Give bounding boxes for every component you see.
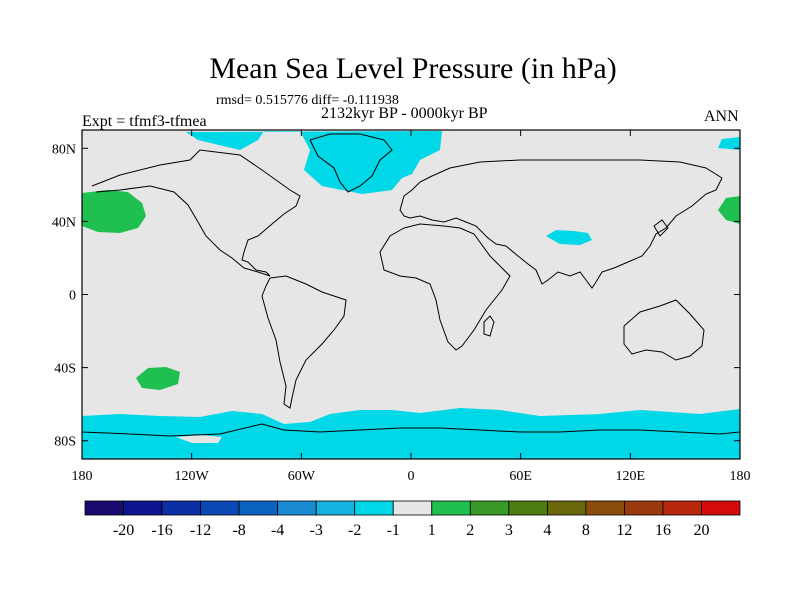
region-north-pacific-east <box>718 196 740 224</box>
colorbar-label: -4 <box>271 522 284 539</box>
map-axes: 80N 40N 0 40S 80S 180 120W 60W 0 60E 120E 180 <box>52 130 751 484</box>
colorbar-label: -3 <box>310 522 323 539</box>
colorbar-swatch <box>585 500 625 516</box>
coastlines <box>82 133 740 437</box>
colorbar-swatch <box>469 500 510 516</box>
lon-tick-label: 180 <box>72 469 93 484</box>
colorbar-label: -20 <box>113 522 134 539</box>
lat-tick-label: 40N <box>52 215 76 230</box>
coast-africa <box>379 223 511 351</box>
coast-antarctica <box>82 423 740 437</box>
lon-tick-label: 180 <box>730 469 751 484</box>
lon-tick-label: 120W <box>175 469 210 484</box>
map-title: Mean Sea Level Pressure (in hPa) <box>209 52 617 85</box>
coast-greenland <box>309 133 393 193</box>
stats-label: rmsd= 0.515776 diff= -0.111938 <box>216 93 399 108</box>
region-bering <box>718 137 740 150</box>
colorbar-label: -2 <box>348 522 361 539</box>
region-southern-ocean <box>82 408 740 459</box>
coast-australia <box>623 299 705 361</box>
colorbar-label: 16 <box>655 522 671 539</box>
colorbar-swatch <box>84 500 124 516</box>
colorbar-swatch <box>508 500 548 516</box>
colorbar-label: -16 <box>151 522 172 539</box>
colorbar-swatch <box>277 500 317 516</box>
coast-south-america <box>261 275 347 409</box>
region-south-pacific <box>136 367 180 390</box>
colorbar-swatch <box>546 500 587 516</box>
colorbar-swatch <box>200 500 240 516</box>
region-tibet <box>546 230 592 245</box>
colorbar-swatch <box>123 500 163 516</box>
colorbar-label: -12 <box>190 522 211 539</box>
lat-tick-label: 80N <box>52 142 76 157</box>
colorbar-label: 3 <box>505 522 513 539</box>
colorbar-swatch <box>701 500 741 516</box>
coast-madagascar <box>483 315 495 337</box>
colorbar-swatch <box>315 500 356 516</box>
colorbar-label: 1 <box>428 522 436 539</box>
region-arctic-greenland <box>186 131 442 194</box>
lat-tick-label: 80S <box>54 435 76 450</box>
lon-tick-label: 0 <box>408 469 415 484</box>
coast-north-america <box>91 149 301 277</box>
experiment-label: Expt = tfmf3-tfmea <box>82 113 207 130</box>
colorbar-swatch <box>354 500 394 516</box>
colorbar-label: 8 <box>582 522 590 539</box>
colorbar-label: 20 <box>693 522 709 539</box>
colorbar-label: 4 <box>543 522 551 539</box>
lat-tick-label: 0 <box>69 289 76 304</box>
region-antarctic-gray-patch <box>176 435 222 443</box>
colorbar-label: 12 <box>616 522 632 539</box>
colorbar-swatch <box>238 500 279 516</box>
colorbar-swatch <box>624 500 664 516</box>
coast-eurasia <box>399 159 723 289</box>
colorbar: -20 -16 -12 -8 -4 -3 -2 -1 1 2 3 4 8 12 16 20 <box>84 500 741 539</box>
colorbar-swatch <box>161 500 201 516</box>
lon-tick-label: 60W <box>288 469 316 484</box>
colorbar-label: -8 <box>232 522 245 539</box>
colorbar-swatch <box>431 500 471 516</box>
colorbar-swatch <box>392 500 433 516</box>
coast-japan <box>653 219 669 237</box>
lat-tick-label: 40S <box>54 362 76 377</box>
colorbar-label: -1 <box>387 522 400 539</box>
lon-tick-label: 60E <box>509 469 532 484</box>
period-label: 2132kyr BP - 0000kyr BP <box>321 105 488 122</box>
season-label: ANN <box>704 108 739 125</box>
map-background <box>82 130 740 459</box>
map-panel <box>82 130 740 459</box>
colorbar-label: 2 <box>466 522 474 539</box>
colorbar-swatch <box>662 500 702 516</box>
lon-tick-label: 120E <box>616 469 646 484</box>
region-north-pacific-west <box>82 190 146 233</box>
